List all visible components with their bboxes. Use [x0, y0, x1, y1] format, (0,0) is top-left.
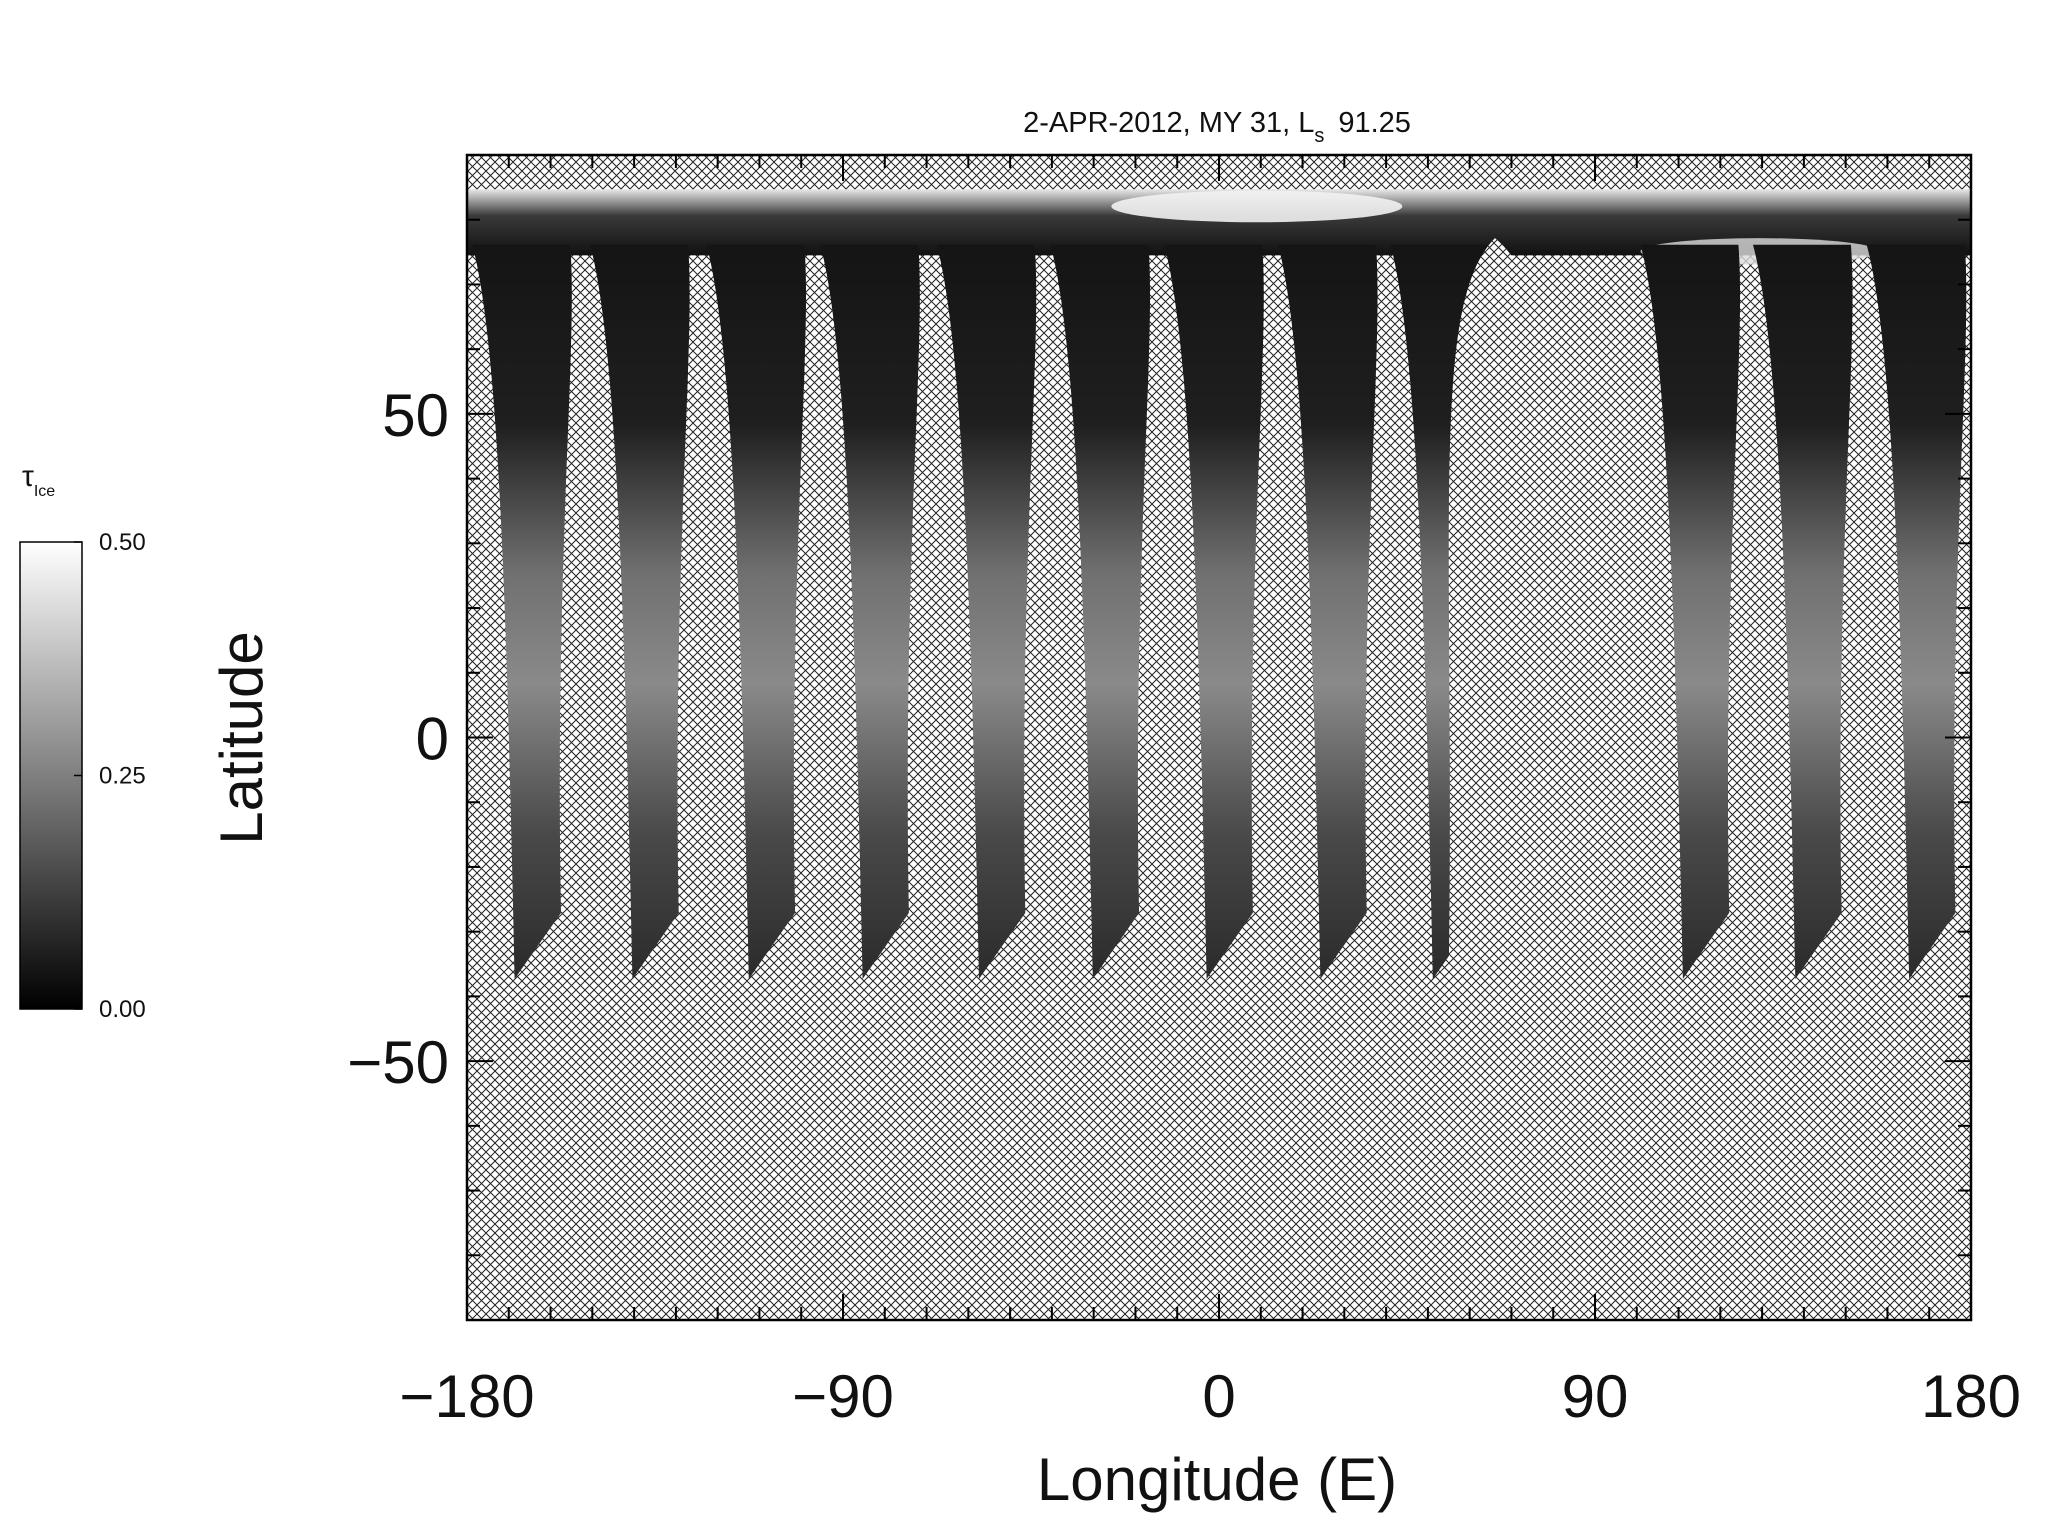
plot-area	[467, 155, 1971, 1320]
x-tick-label: 180	[1921, 1363, 2021, 1430]
swaths	[467, 189, 1971, 980]
y-tick-label: 50	[382, 382, 449, 449]
colorbar-subscript: Ice	[34, 483, 55, 500]
orbit-swath	[1050, 244, 1151, 980]
title-value: 91.25	[1338, 107, 1411, 139]
orbit-swath	[590, 244, 690, 980]
title-text: 2-APR-2012, MY 31, L	[1023, 107, 1314, 139]
x-tick-label: −180	[399, 1363, 534, 1430]
x-tick-label: −90	[792, 1363, 894, 1430]
orbit-swath	[1753, 244, 1853, 980]
nightside-gap	[1448, 238, 1575, 980]
x-tick-label: 0	[1202, 1363, 1235, 1430]
colorbar	[19, 541, 83, 1010]
orbit-swath	[472, 244, 572, 980]
orbit-swath	[1866, 244, 1967, 980]
colorbar-tick-label: 0.00	[99, 996, 146, 1023]
y-tick-label: −50	[347, 1029, 449, 1096]
orbit-swath	[936, 244, 1037, 980]
y-axis-label: Latitude	[208, 631, 275, 845]
colorbar-label: τIce	[22, 460, 55, 500]
colorbar-tick-label: 0.50	[99, 529, 146, 556]
colorbar-tick-label: 0.25	[99, 763, 146, 790]
orbit-swath	[706, 244, 807, 980]
x-tick-label: 90	[1562, 1363, 1629, 1430]
y-tick-label: 0	[416, 706, 449, 773]
title-subscript: s	[1314, 125, 1324, 147]
orbit-swath	[1640, 244, 1741, 980]
orbit-swath	[1164, 244, 1264, 980]
orbit-swath	[1278, 244, 1378, 980]
orbit-swath	[820, 244, 920, 980]
colorbar-symbol: τ	[22, 460, 34, 493]
chart-title: 2-APR-2012, MY 31, Ls 91.25	[1023, 107, 1411, 147]
x-axis-label: Longitude (E)	[1037, 1446, 1397, 1513]
polar-cap-bright	[1111, 190, 1403, 223]
